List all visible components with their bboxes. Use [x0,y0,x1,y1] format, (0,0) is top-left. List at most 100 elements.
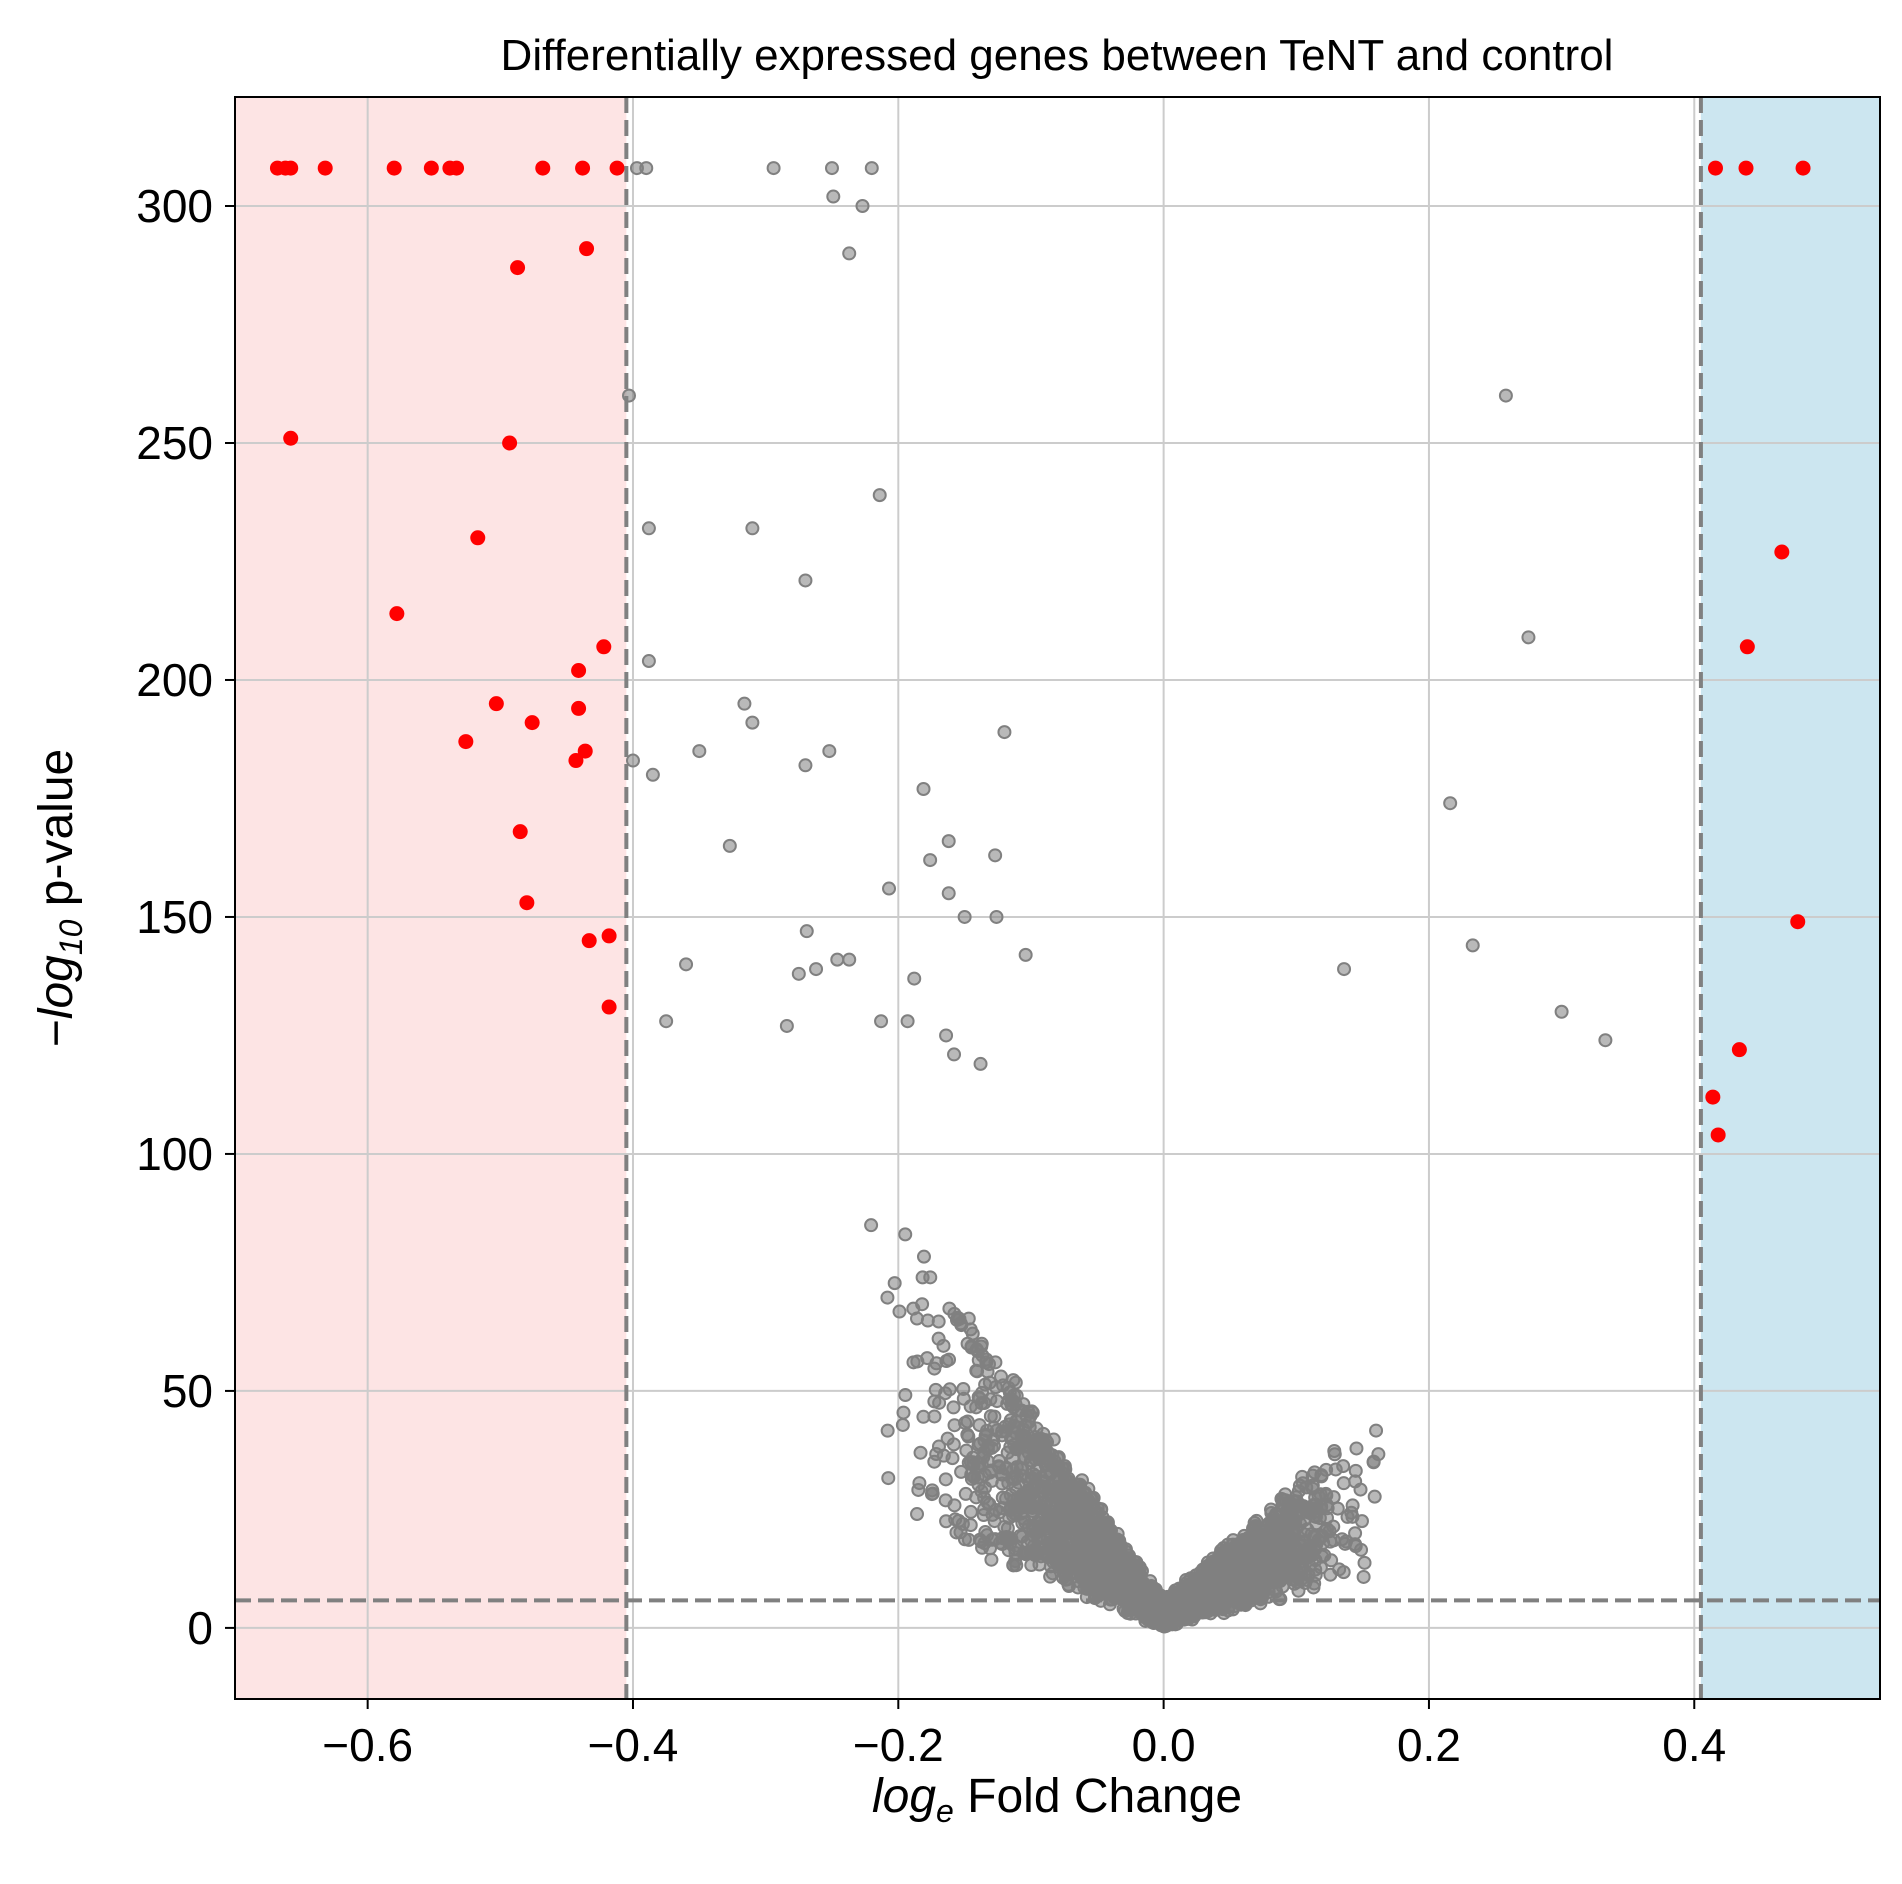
not-significant-point [963,1322,978,1337]
x-tick-label: 0.4 [1662,1719,1726,1771]
not-significant-point [1243,1575,1258,1590]
not-significant-point [923,853,938,868]
not-significant-point [766,161,781,176]
not-significant-point [982,1465,997,1480]
significant-point [283,160,299,176]
not-significant-point [1108,1533,1123,1548]
not-significant-point [916,1409,931,1424]
not-significant-point [799,924,814,939]
not-significant-point [1367,1489,1382,1504]
not-significant-point [946,1400,961,1415]
significant-point [510,260,526,276]
not-significant-point [1286,1497,1301,1512]
significant-point [1738,160,1754,176]
not-significant-point [1554,1004,1569,1019]
not-significant-point [639,161,654,176]
not-significant-point [939,1028,954,1043]
not-significant-point [1034,1471,1049,1486]
not-significant-point [1014,1428,1029,1443]
not-significant-point [924,1487,939,1502]
not-significant-point [980,1528,995,1543]
y-tick-label: 300 [136,180,213,232]
not-significant-point [798,758,813,773]
not-significant-point [1024,1558,1039,1573]
not-significant-point [1158,1616,1173,1631]
not-significant-point [887,1276,902,1291]
not-significant-point [1237,1552,1252,1567]
significant-point [581,933,597,949]
not-significant-point [1007,1472,1022,1487]
not-significant-point [898,1227,913,1242]
not-significant-point [1024,1454,1039,1469]
significant-point [579,241,595,257]
not-significant-point [1001,1543,1016,1558]
not-significant-point [1110,1568,1125,1583]
not-significant-point [949,1312,964,1327]
not-significant-point [1006,1400,1021,1415]
not-significant-point [1036,1440,1051,1455]
not-significant-point [1008,1507,1023,1522]
not-significant-point [906,1355,921,1370]
not-significant-point [959,1443,974,1458]
not-significant-point [842,952,857,967]
not-significant-point [1081,1481,1096,1496]
not-significant-point [679,957,694,972]
not-significant-point [1336,1459,1351,1474]
not-significant-point [961,1532,976,1547]
not-significant-point [1465,938,1480,953]
not-significant-point [1327,1443,1342,1458]
not-significant-point [913,1445,928,1460]
not-significant-point [987,1409,1002,1424]
y-tick-label: 100 [136,1128,213,1180]
y-axis-label: −log10 p-value [30,749,89,1047]
significant-point [317,160,333,176]
not-significant-point [779,1018,794,1033]
significant-point [1710,1127,1726,1143]
not-significant-point [1366,1455,1381,1470]
significant-point [423,160,439,176]
not-significant-point [855,199,870,214]
significant-point [283,430,299,446]
not-significant-point [1038,1451,1053,1466]
not-significant-point [938,1472,953,1487]
not-significant-point [973,1056,988,1071]
significant-point [458,734,474,750]
not-significant-point [1112,1546,1127,1561]
not-significant-point [971,1353,986,1368]
not-significant-point [1281,1557,1296,1572]
not-significant-point [982,1497,997,1512]
not-significant-point [973,1436,988,1451]
significant-point [1774,544,1790,560]
downregulated-region [235,97,627,1699]
not-significant-point [1051,1450,1066,1465]
not-significant-point [872,488,887,503]
not-significant-point [1313,1560,1328,1575]
not-significant-point [1003,1413,1018,1428]
not-significant-point [927,1394,942,1409]
not-significant-point [824,161,839,176]
significant-point [502,435,518,451]
not-significant-point [1126,1584,1141,1599]
y-tick-label: 50 [162,1365,213,1417]
significant-point [601,999,617,1015]
not-significant-point [900,1014,915,1029]
not-significant-point [1019,1494,1034,1509]
significant-point [389,606,405,622]
y-tick-label: 250 [136,417,213,469]
not-significant-point [1307,1528,1322,1543]
not-significant-point [939,1514,954,1529]
not-significant-point [1044,1539,1059,1554]
significant-point [1739,639,1755,655]
significant-point [609,160,625,176]
not-significant-point [1338,1536,1353,1551]
not-significant-point [1226,1537,1241,1552]
not-significant-point [988,1355,1003,1370]
not-significant-point [1264,1505,1279,1520]
not-significant-point [1030,1515,1045,1530]
not-significant-point [864,161,879,176]
not-significant-point [971,1390,986,1405]
not-significant-point [1076,1520,1091,1535]
not-significant-point [963,1399,978,1414]
plot-frame [234,96,1881,1700]
not-significant-point [942,1352,957,1367]
